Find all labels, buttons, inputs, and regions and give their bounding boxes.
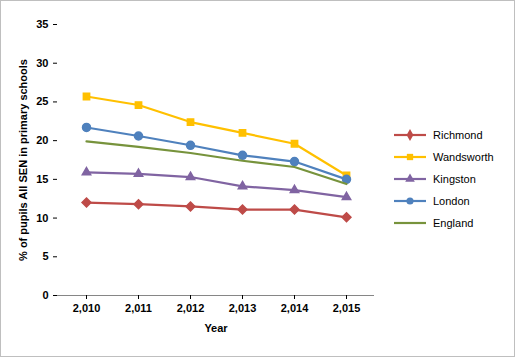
svg-text:35: 35 <box>36 18 48 30</box>
html-text:Kingston: Kingston <box>433 172 476 185</box>
svg-text:2,014: 2,014 <box>281 302 309 314</box>
svg-text:30: 30 <box>36 57 48 69</box>
svg-text:0: 0 <box>42 289 48 301</box>
html-text:England: England <box>433 216 474 229</box>
svg-text:20: 20 <box>36 134 48 146</box>
svg-text:2,010: 2,010 <box>73 302 101 314</box>
svg-text:5: 5 <box>42 250 48 262</box>
html-text:Richmond: Richmond <box>433 128 483 141</box>
html-text:Wandsworth: Wandsworth <box>433 150 494 163</box>
svg-text:10: 10 <box>36 212 48 224</box>
svg-text:25: 25 <box>36 95 48 107</box>
svg-text:2,015: 2,015 <box>333 302 361 314</box>
svg-text:2,012: 2,012 <box>177 302 205 314</box>
svg-text:2,011: 2,011 <box>125 302 152 314</box>
svg-text:Year: Year <box>204 322 228 334</box>
html-text:London: London <box>433 194 470 207</box>
svg-text:2,013: 2,013 <box>229 302 257 314</box>
svg-text:15: 15 <box>36 173 48 185</box>
svg-text:% of pupils All SEN in primary: % of pupils All SEN in primary schools <box>17 59 29 261</box>
